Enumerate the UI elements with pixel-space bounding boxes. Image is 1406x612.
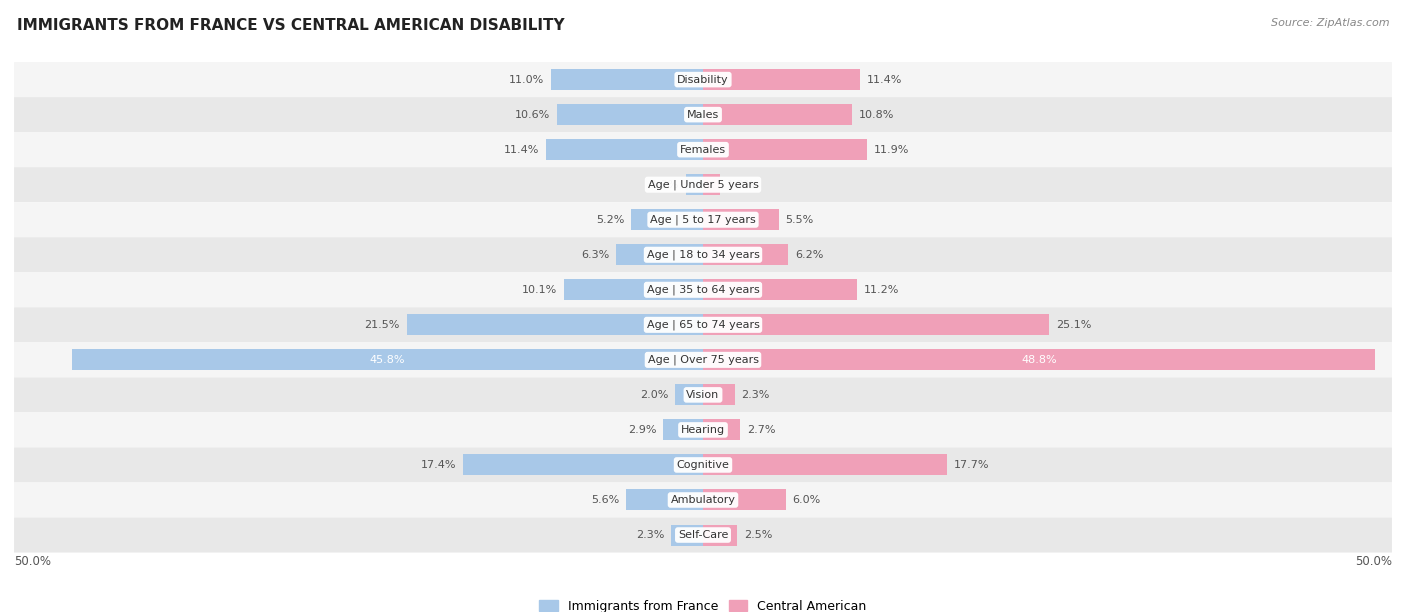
Text: 50.0%: 50.0% [14,555,51,568]
Bar [703,315,1049,335]
Text: Females: Females [681,144,725,155]
Legend: Immigrants from France, Central American: Immigrants from France, Central American [534,595,872,612]
Text: 25.1%: 25.1% [1056,320,1091,330]
Bar [703,104,852,125]
Text: 2.0%: 2.0% [640,390,669,400]
Bar [686,174,703,195]
Bar [406,315,703,335]
Text: 11.4%: 11.4% [503,144,538,155]
FancyBboxPatch shape [14,307,1392,342]
Text: Age | 5 to 17 years: Age | 5 to 17 years [650,214,756,225]
Text: Vision: Vision [686,390,720,400]
Text: 50.0%: 50.0% [1355,555,1392,568]
Text: 5.2%: 5.2% [596,215,624,225]
Text: 1.2%: 1.2% [651,180,679,190]
Text: Self-Care: Self-Care [678,530,728,540]
Bar [616,244,703,265]
Bar [626,490,703,510]
Text: 5.5%: 5.5% [786,215,814,225]
Text: 2.7%: 2.7% [747,425,776,435]
Bar [703,279,858,300]
FancyBboxPatch shape [14,412,1392,447]
Text: Cognitive: Cognitive [676,460,730,470]
FancyBboxPatch shape [14,202,1392,237]
Text: 1.2%: 1.2% [727,180,755,190]
Bar [703,244,789,265]
Bar [703,174,720,195]
Bar [546,139,703,160]
Text: Hearing: Hearing [681,425,725,435]
Text: Age | Under 5 years: Age | Under 5 years [648,179,758,190]
FancyBboxPatch shape [14,62,1392,97]
FancyBboxPatch shape [14,482,1392,518]
Text: 11.2%: 11.2% [865,285,900,295]
Bar [671,524,703,545]
Bar [551,69,703,90]
Bar [703,384,735,405]
Text: 6.0%: 6.0% [793,495,821,505]
Text: 2.3%: 2.3% [741,390,770,400]
Bar [675,384,703,405]
Bar [703,419,740,441]
Text: 2.3%: 2.3% [636,530,665,540]
FancyBboxPatch shape [14,167,1392,202]
Bar [703,490,786,510]
FancyBboxPatch shape [14,97,1392,132]
Bar [564,279,703,300]
Text: 10.8%: 10.8% [859,110,894,119]
Bar [664,419,703,441]
Text: 21.5%: 21.5% [364,320,399,330]
Text: Age | 18 to 34 years: Age | 18 to 34 years [647,250,759,260]
Text: 11.9%: 11.9% [875,144,910,155]
Text: 11.4%: 11.4% [868,75,903,84]
Bar [703,69,860,90]
Text: 45.8%: 45.8% [370,355,405,365]
Bar [631,209,703,230]
Text: 6.2%: 6.2% [796,250,824,259]
Text: 2.9%: 2.9% [627,425,657,435]
Bar [703,524,738,545]
Text: Age | 35 to 64 years: Age | 35 to 64 years [647,285,759,295]
Bar [72,349,703,370]
Bar [703,349,1375,370]
Text: 2.5%: 2.5% [744,530,773,540]
FancyBboxPatch shape [14,378,1392,412]
FancyBboxPatch shape [14,237,1392,272]
Text: Males: Males [688,110,718,119]
Text: Disability: Disability [678,75,728,84]
Text: Age | 65 to 74 years: Age | 65 to 74 years [647,319,759,330]
Text: IMMIGRANTS FROM FRANCE VS CENTRAL AMERICAN DISABILITY: IMMIGRANTS FROM FRANCE VS CENTRAL AMERIC… [17,18,564,34]
Bar [557,104,703,125]
Bar [703,209,779,230]
FancyBboxPatch shape [14,272,1392,307]
Text: 17.4%: 17.4% [420,460,457,470]
Text: Age | Over 75 years: Age | Over 75 years [648,354,758,365]
Text: Source: ZipAtlas.com: Source: ZipAtlas.com [1271,18,1389,28]
Bar [463,455,703,476]
Text: 48.8%: 48.8% [1021,355,1057,365]
Text: 17.7%: 17.7% [953,460,990,470]
FancyBboxPatch shape [14,518,1392,553]
Text: 11.0%: 11.0% [509,75,544,84]
FancyBboxPatch shape [14,447,1392,482]
Bar [703,139,868,160]
FancyBboxPatch shape [14,132,1392,167]
Text: 6.3%: 6.3% [581,250,609,259]
Text: 10.6%: 10.6% [515,110,550,119]
FancyBboxPatch shape [14,342,1392,378]
Bar [703,455,946,476]
Text: 5.6%: 5.6% [591,495,619,505]
Text: Ambulatory: Ambulatory [671,495,735,505]
Text: 10.1%: 10.1% [522,285,557,295]
